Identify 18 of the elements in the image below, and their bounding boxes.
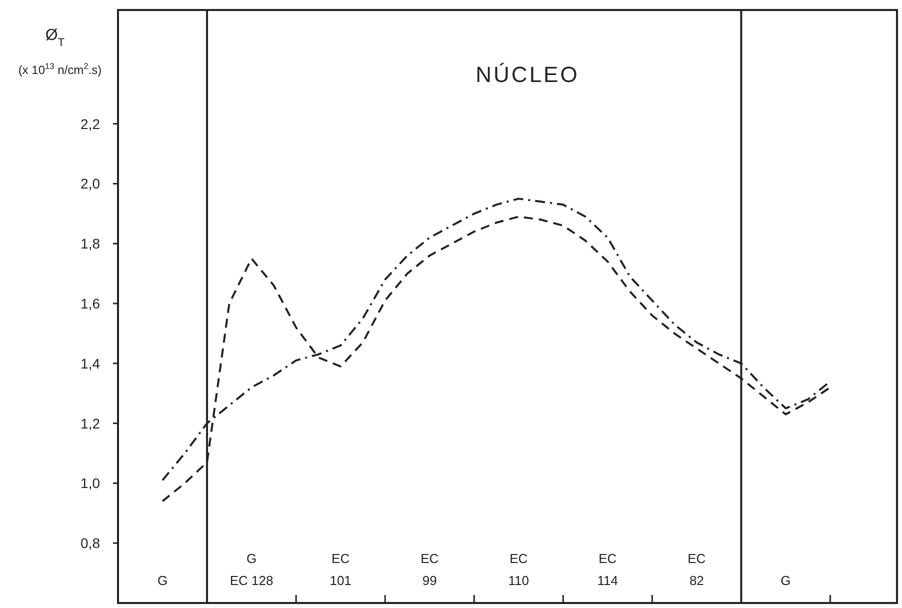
x-tick-label: EC 99 [420,551,439,588]
y-tick-label: 1,4 [80,355,100,372]
x-tick-label: EC 101 [330,551,352,588]
text: Ø$_{T}$ (x 10$^{13}$ n/cm$^{2}$.s) [18,27,102,77]
y-tick-label: 2,2 [80,116,100,132]
y-tick-label: 1,0 [80,475,100,492]
x-tick-label: EC 110 [508,551,529,588]
y-tick-label: 0,8 [80,535,100,552]
x-tick-label: EC 114 [597,551,618,588]
y-tick-label: 2,0 [80,176,100,192]
x-tick-label: EC 82 [688,551,706,588]
x-tick-label: G [780,573,791,588]
x-tick-label: G [157,573,168,588]
text: NÚCLEO [476,62,580,87]
y-tick-label: 1,2 [80,415,100,432]
y-tick-label: 1,8 [80,236,100,252]
y-tick-label: 1,6 [80,296,100,312]
x-tick-label: G EC 128 [230,551,274,588]
